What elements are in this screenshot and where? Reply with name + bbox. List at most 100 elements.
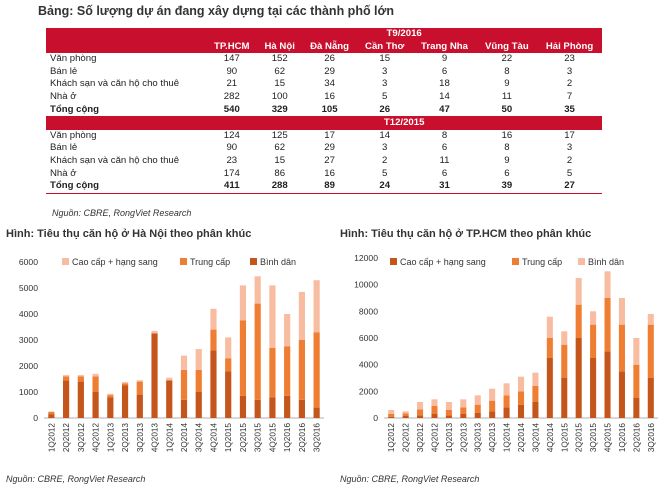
bar-segment	[431, 406, 438, 414]
x-tick-label: 2Q2012	[402, 423, 411, 453]
bar-segment	[546, 338, 553, 358]
table-cell: 3	[382, 142, 388, 154]
bar-segment	[151, 333, 158, 418]
bar-segment	[63, 376, 70, 381]
table-row: Nhà ở 282 100 16 5 14 11 7	[46, 91, 602, 104]
table-cell: 11	[439, 154, 450, 166]
bar-segment	[239, 320, 247, 396]
table-cell: 8	[441, 129, 448, 141]
bar-segment	[92, 376, 99, 392]
x-tick-label: 2Q2015	[575, 423, 584, 453]
bar-segment	[77, 376, 84, 382]
table-row: Bán lẻ 90 62 29 3 6 8 3	[46, 66, 602, 79]
total-label: Tổng cộng	[46, 103, 207, 118]
bar-segment	[239, 285, 247, 321]
x-tick-label: 1Q2013	[445, 423, 454, 453]
y-tick-label: 2000	[19, 361, 38, 371]
x-tick-label: 2Q2016	[298, 423, 307, 453]
x-tick-label: 2Q2015	[239, 423, 248, 453]
table-cell: 22	[501, 53, 513, 65]
bar-segment	[590, 324, 597, 358]
total-cell: 89	[302, 180, 358, 194]
bar-segment	[590, 358, 597, 418]
bar-segment	[151, 330, 158, 334]
bar-segment	[604, 271, 611, 298]
legend-swatch	[390, 258, 397, 265]
table-cell: 9	[441, 53, 448, 65]
x-tick-label: 4Q2012	[430, 423, 439, 453]
y-tick-label: 5000	[19, 283, 38, 293]
table-cell: 3	[566, 65, 573, 77]
y-tick-label: 12000	[354, 253, 378, 263]
hcm-chart: 0 2000 4000 6000 8000 10000 12000 1Q2012 2Q2012 3…	[354, 253, 658, 453]
bar-segment	[546, 358, 553, 418]
table-cell: 3	[382, 78, 388, 90]
column-header: Cần Thơ	[357, 40, 413, 54]
table-cell: 6	[504, 167, 510, 179]
x-tick-label: 1Q2013	[106, 423, 115, 453]
bar-segment	[48, 412, 55, 415]
bar-segment	[489, 400, 496, 412]
bar-segment	[402, 411, 409, 414]
table-header-row: TP.HCM Hà Nội Đà Nẵng Cần Thơ Trang Nha Vũng …	[46, 40, 602, 54]
header-blank	[46, 40, 207, 54]
table-cell: 16	[324, 167, 335, 179]
total-cell: 105	[302, 103, 358, 118]
bar-segment	[121, 383, 129, 386]
x-tick-label: 4Q2014	[546, 423, 555, 453]
bar-segment	[254, 276, 261, 304]
chart-title-hanoi: Hình: Tiêu thụ căn hộ ở Hà Nội theo phân…	[6, 228, 252, 240]
bar-segment	[180, 355, 188, 370]
y-tick-label: 10000	[354, 280, 378, 290]
bar-segment	[388, 410, 395, 414]
bar-segment	[445, 415, 452, 418]
bar-segment	[107, 395, 114, 398]
x-tick-label: 3Q2014	[195, 423, 204, 453]
bar-segment	[254, 303, 261, 400]
table-cell: 9	[504, 78, 510, 90]
legend-swatch	[512, 258, 519, 265]
bar-segment	[269, 397, 276, 418]
bar-segment	[417, 409, 424, 416]
bar-segment	[254, 399, 261, 418]
bar-segment	[225, 358, 232, 372]
y-tick-label: 2000	[359, 386, 378, 396]
row-label: Văn phòng	[50, 129, 97, 141]
table-cell: 23	[226, 154, 238, 166]
bar-segment	[180, 369, 188, 400]
total-cell: 35	[537, 103, 602, 118]
legend-label: Cao cấp + hạng sang	[72, 257, 158, 267]
chart-title-hcm: Hình: Tiêu thụ căn hộ ở TP.HCM theo phân…	[340, 228, 592, 240]
x-tick-label: 2Q2013	[459, 423, 468, 453]
total-cell: 39	[476, 180, 538, 194]
bar-segment	[604, 351, 611, 418]
table-cell: 16	[501, 129, 513, 141]
table-cell: 5	[382, 90, 388, 102]
bar-segment	[284, 395, 291, 418]
table-cell: 282	[223, 90, 240, 102]
table-cell: 29	[324, 142, 335, 154]
total-cell: 411	[206, 180, 258, 194]
bar-segment	[633, 364, 640, 398]
table-cell: 6	[441, 167, 448, 179]
chart-source-hanoi: Nguồn: CBRE, RongViet Research	[6, 474, 146, 484]
table-cell: 14	[379, 129, 391, 141]
bar-segment	[517, 404, 525, 418]
table-cell: 62	[274, 65, 286, 77]
x-tick-label: 4Q2013	[151, 423, 160, 453]
table-cell: 17	[564, 129, 575, 141]
bar-segment	[225, 371, 232, 418]
table-cell: 147	[223, 53, 240, 65]
table-cell: 14	[439, 90, 450, 102]
bar-segment	[92, 373, 99, 377]
x-tick-label: 3Q2015	[589, 423, 598, 453]
bar-segment	[195, 392, 202, 418]
column-header: Đà Nẵng	[302, 40, 358, 54]
column-header: Hải Phòng	[537, 40, 602, 54]
table-cell: 11	[501, 90, 512, 102]
table-cell: 90	[226, 65, 238, 77]
bar-segment	[575, 338, 582, 418]
bar-segment	[460, 414, 467, 418]
section-spacer	[46, 116, 207, 130]
bar-segment	[546, 316, 553, 338]
